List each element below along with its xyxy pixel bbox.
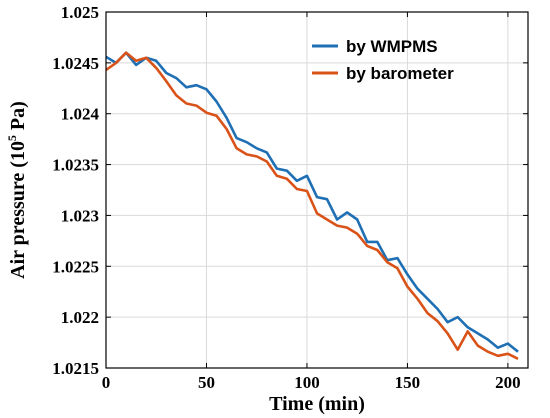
y-tick-label: 1.0245 xyxy=(52,54,99,73)
grid-lines xyxy=(106,12,528,368)
axis-ticks xyxy=(105,11,528,369)
series-line-1 xyxy=(105,51,519,353)
y-axis-title-superscript: 5 xyxy=(5,135,19,141)
series-lines xyxy=(105,51,519,360)
x-tick-label: 50 xyxy=(198,373,215,392)
x-axis-title: Time (min) xyxy=(269,393,365,415)
legend: by WMPMS by barometer xyxy=(312,37,454,83)
y-axis-title: Air pressure (105 Pa) xyxy=(5,101,29,279)
y-tick-label: 1.023 xyxy=(61,206,99,225)
y-tick-label: 1.0225 xyxy=(52,257,99,276)
y-tick-label: 1.022 xyxy=(61,308,99,327)
x-tick-label: 150 xyxy=(395,373,421,392)
plot-frame xyxy=(105,11,529,369)
y-tick-label: 1.0215 xyxy=(52,359,99,378)
y-tick-label: 1.024 xyxy=(61,105,100,124)
x-tick-labels: 0 50 100 150 200 xyxy=(102,373,521,392)
x-tick-label: 200 xyxy=(495,373,521,392)
y-tick-label: 1.025 xyxy=(61,3,99,22)
y-axis-title-main: Air pressure (10 xyxy=(7,141,29,279)
y-tick-label: 1.0235 xyxy=(52,156,99,175)
x-tick-label: 100 xyxy=(294,373,320,392)
legend-label: by WMPMS xyxy=(346,37,438,56)
y-axis-title-unit: Pa) xyxy=(7,101,29,135)
series-line-2 xyxy=(105,51,519,360)
y-tick-labels: 1.0215 1.022 1.0225 1.023 1.0235 1.024 1.0245 1… xyxy=(52,3,99,378)
legend-label: by barometer xyxy=(346,64,454,83)
x-tick-label: 0 xyxy=(102,373,111,392)
